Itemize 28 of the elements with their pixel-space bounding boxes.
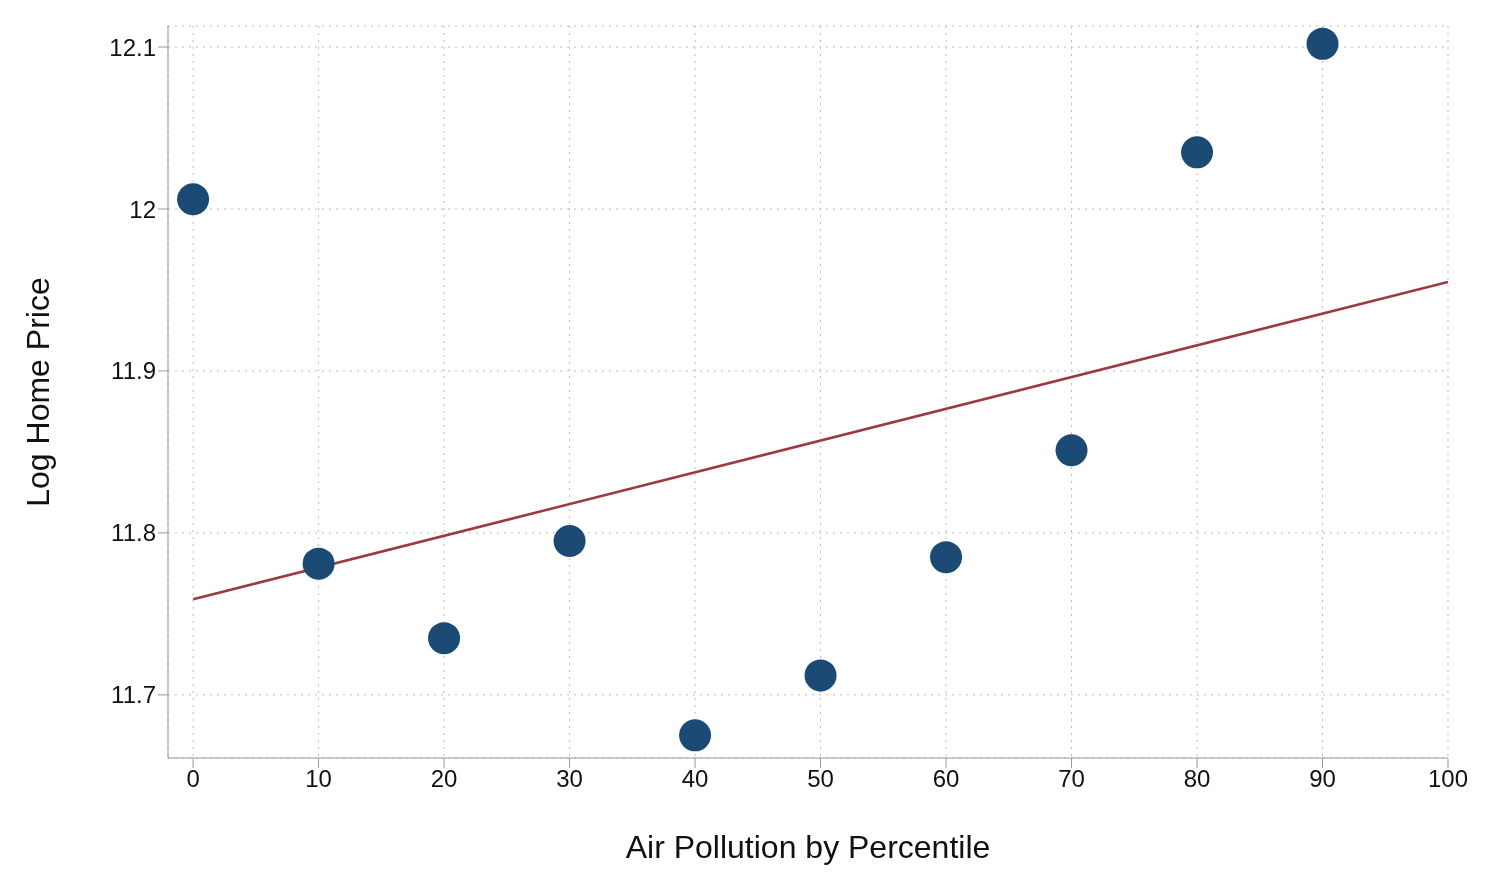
x-tick-label: 60 — [932, 765, 960, 793]
point — [428, 622, 461, 655]
x-tick-label: 10 — [305, 765, 332, 793]
point — [302, 547, 335, 580]
point — [804, 659, 837, 692]
x-tick-label: 50 — [807, 765, 834, 793]
x-tick-label: 90 — [1309, 765, 1336, 793]
x-axis-title: Air Pollution by Percentile — [625, 829, 991, 865]
x-tick-label: 80 — [1183, 765, 1211, 793]
point — [177, 183, 210, 216]
y-tick-label: 12.1 — [109, 33, 156, 61]
point — [1181, 136, 1214, 169]
x-tick-label: 0 — [186, 765, 200, 793]
y-tick-label: 11.8 — [111, 519, 156, 547]
y-tick-label: 12 — [129, 195, 156, 223]
x-tick-label: 30 — [556, 765, 583, 793]
y-tick-label: 11.9 — [111, 357, 156, 385]
point — [1306, 27, 1339, 60]
point — [1055, 434, 1088, 467]
x-tick-label: 70 — [1058, 765, 1085, 793]
y-axis-title: Log Home Price — [20, 277, 57, 507]
x-tick-label: 20 — [430, 765, 458, 793]
y-tick-label: 11.7 — [111, 681, 156, 709]
x-tick-label: 40 — [681, 765, 709, 793]
x-tick-label: 100 — [1427, 765, 1469, 793]
point — [679, 719, 712, 752]
point — [930, 541, 963, 574]
point — [553, 524, 586, 557]
